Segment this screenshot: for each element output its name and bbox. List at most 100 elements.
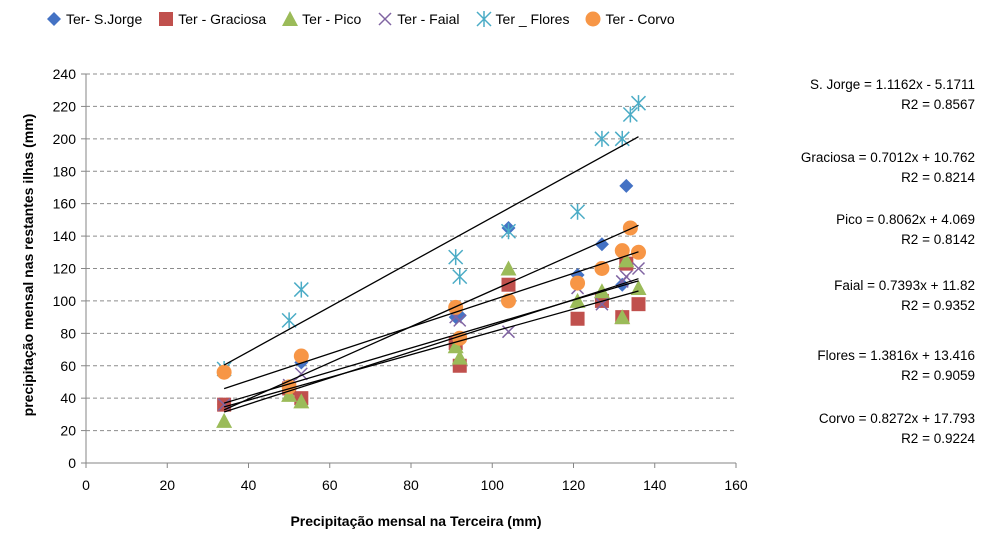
equation-pico-r2: R2 = 0.8142 [901, 232, 975, 247]
y-tick-label: 20 [60, 423, 76, 439]
equation-faial-r2: R2 = 0.9352 [901, 298, 975, 313]
x-tick-label: 120 [562, 477, 586, 493]
equation-graciosa-formula: Graciosa = 0.7012x + 10.762 [800, 150, 975, 165]
equation-pico: Pico = 0.8062x + 4.069 R2 = 0.8142 [836, 210, 975, 250]
data-point [501, 293, 516, 309]
y-axis-label: precipitação mensal nas restantes ilhas … [20, 113, 36, 417]
legend-label: Ter - Graciosa [178, 11, 267, 27]
data-point [500, 260, 517, 276]
equation-graciosa: Graciosa = 0.7012x + 10.762 R2 = 0.8214 [801, 148, 975, 188]
data-point [622, 106, 638, 123]
x-tick-label: 100 [481, 477, 505, 493]
data-point [447, 338, 464, 354]
legend-item: Ter - Pico [282, 11, 361, 27]
data-point [501, 325, 516, 339]
y-tick-label: 240 [53, 66, 77, 82]
legend-item: Ter- S.Jorge [46, 11, 142, 27]
equation-pico-formula: Pico = 0.8062x + 4.069 [836, 212, 975, 227]
legend-label: Ter - Corvo [605, 11, 675, 27]
data-point [451, 349, 468, 365]
series-2 [216, 252, 647, 428]
x-tick-label: 40 [241, 477, 257, 493]
equation-corvo: Corvo = 0.8272x + 17.793 R2 = 0.9224 [819, 409, 975, 449]
data-point [630, 279, 647, 295]
y-tick-label: 100 [53, 293, 77, 309]
legend-item: Ter _ Flores [476, 11, 570, 27]
y-tick-label: 160 [53, 196, 77, 212]
data-point [569, 292, 586, 308]
equation-faial: Faial = 0.7393x + 11.82 R2 = 0.9352 [834, 276, 975, 316]
legend-item: Ter - Faial [377, 11, 460, 27]
legend-marker-icon [476, 11, 492, 27]
equation-faial-formula: Faial = 0.7393x + 11.82 [834, 278, 975, 293]
y-tick-label: 200 [53, 131, 77, 147]
legend-label: Ter - Pico [302, 11, 362, 27]
legend-label: Ter _ Flores [495, 11, 570, 27]
equation-sjorge-r2: R2 = 0.8567 [901, 97, 975, 112]
legend-marker-icon [159, 12, 174, 26]
data-point [614, 309, 631, 325]
trendline [223, 224, 639, 411]
equation-sjorge-formula: S. Jorge = 1.1162x - 5.1711 [810, 77, 975, 92]
equation-corvo-formula: Corvo = 0.8272x + 17.793 [818, 411, 975, 426]
data-point [622, 220, 638, 236]
legend-marker-icon [378, 12, 392, 26]
x-tick-label: 80 [403, 477, 419, 493]
data-point [500, 223, 517, 240]
y-tick-label: 180 [53, 163, 77, 179]
equation-sjorge: S. Jorge = 1.1162x - 5.1711 R2 = 0.8567 [810, 75, 975, 115]
series-0 [217, 178, 646, 412]
y-tick-label: 140 [53, 228, 77, 244]
trendline [223, 136, 639, 366]
legend-marker [476, 11, 492, 27]
equation-flores-r2: R2 = 0.9059 [901, 368, 975, 383]
legend-item: Ter - Graciosa [158, 11, 266, 27]
equation-graciosa-r2: R2 = 0.8214 [901, 170, 975, 185]
data-point [453, 313, 467, 327]
data-point [570, 203, 586, 220]
data-point [448, 249, 464, 266]
y-tick-label: 220 [53, 98, 77, 114]
data-point [216, 412, 233, 428]
data-point [570, 311, 585, 326]
legend-marker [159, 12, 174, 26]
trendline [223, 251, 639, 390]
data-point [452, 268, 468, 285]
x-tick-label: 20 [159, 477, 175, 493]
data-point [293, 393, 310, 409]
trendline [223, 280, 639, 404]
data-point [631, 297, 646, 312]
chart-legend: Ter- S.Jorge Ter - Graciosa Ter - Pico Ter … [46, 8, 691, 30]
legend-label: Ter - Faial [397, 11, 460, 27]
data-point [594, 130, 610, 147]
x-tick-label: 60 [322, 477, 338, 493]
legend-marker [585, 11, 601, 27]
data-point [630, 95, 647, 112]
data-point [619, 270, 633, 284]
x-tick-label: 160 [724, 477, 748, 493]
legend-marker-icon [47, 12, 61, 26]
legend-marker-icon [585, 11, 601, 27]
x-axis-label: Precipitação mensal na Terceira (mm) [290, 513, 542, 529]
legend-item: Ter - Corvo [585, 11, 675, 27]
legend-marker [47, 12, 61, 26]
legend-marker [282, 11, 299, 26]
trendline [223, 290, 639, 408]
legend-label: Ter- S.Jorge [66, 11, 143, 27]
equation-flores: Flores = 1.3816x + 13.416 R2 = 0.9059 [817, 346, 975, 386]
data-point [216, 364, 232, 380]
data-point [619, 178, 634, 193]
data-point [570, 275, 586, 291]
data-point [281, 386, 298, 402]
equation-flores-formula: Flores = 1.3816x + 13.416 [817, 348, 975, 363]
data-point [293, 348, 309, 364]
data-point [293, 281, 309, 298]
y-tick-label: 0 [68, 455, 76, 471]
y-tick-label: 80 [60, 325, 76, 341]
legend-marker-icon [282, 11, 299, 26]
legend-marker [378, 12, 392, 26]
x-tick-label: 0 [82, 477, 90, 493]
y-tick-label: 40 [60, 390, 76, 406]
data-point [631, 261, 646, 276]
